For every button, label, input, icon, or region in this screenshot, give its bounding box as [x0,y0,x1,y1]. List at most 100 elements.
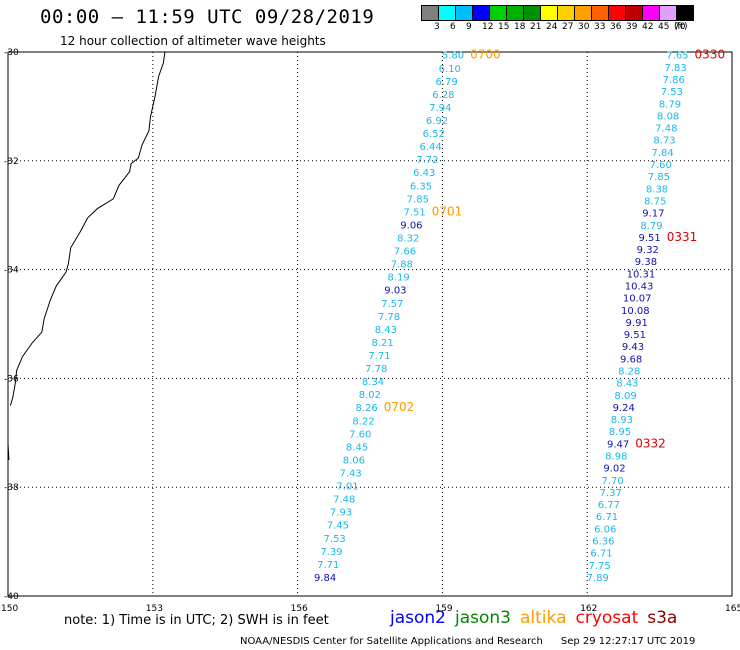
wave-height-label: 7.43 [340,469,362,480]
wave-height-label: 8.79 [640,221,662,232]
legend-jason2: jason2 [390,608,446,628]
wave-height-label: 7.51 [403,207,425,218]
wave-height-label: 9.47 [607,439,629,450]
pass-time-label: 0331 [667,230,698,244]
wave-height-label: 7.57 [381,299,403,310]
scale-label: 42 [642,22,654,32]
scale-label: 15 [498,22,510,32]
scale-label: 21 [530,22,542,32]
title: 00:00 – 11:59 UTC 09/28/2019 [40,6,375,28]
wave-height-label: 7.71 [368,351,390,362]
wave-height-label: 9.17 [642,209,664,220]
wave-height-label: 7.72 [416,155,438,166]
credit-text: NOAA/NESDIS Center for Satellite Applica… [240,636,543,647]
wave-height-label: 10.07 [623,294,652,305]
pass-time-label: 0330 [695,48,726,62]
scale-label: 3 [434,22,440,32]
lon-label: 156 [291,604,308,614]
wave-height-label: 8.19 [387,273,409,284]
pass-time-label: 0702 [384,400,415,414]
legend-s3a: s3a [647,608,678,628]
wave-height-label: 7.71 [317,560,339,571]
scale-label: 18 [514,22,526,32]
altimeter-tracks: 5.80 6.10 6.79 6.28 7.94 6.92 6.52 6.44 7.72 6.43… [314,48,725,584]
wave-height-label: 9.38 [635,257,657,268]
wave-height-label: 8.06 [343,455,365,466]
scale-label: 45 [658,22,670,32]
wave-height-label: 7.83 [664,63,686,74]
wave-height-label: 7.70 [601,476,623,487]
wave-height-label: 7.88 [391,260,413,271]
coastline-path [9,51,166,406]
wave-height-label: 7.01 [336,482,358,493]
wave-height-label: 7.60 [650,160,672,171]
wave-height-label: 6.36 [592,537,614,548]
scale-unit: (ft) [674,22,688,32]
wave-height-label: 7.48 [655,124,677,135]
wave-height-label: 6.71 [596,512,618,523]
lon-label: 153 [146,604,163,614]
wave-height-label: 10.31 [627,269,656,280]
wave-height-label: 7.84 [651,148,673,159]
wave-height-label: 6.44 [419,142,441,153]
wave-height-label: 9.03 [384,286,406,297]
coastline [7,51,166,461]
wave-height-label: 7.94 [429,103,451,114]
wave-height-label: 8.73 [653,136,675,147]
wave-height-label: 8.98 [605,452,627,463]
wave-height-label: 9.43 [622,342,644,353]
wave-height-label: 9.32 [637,245,659,256]
legend-jason3: jason3 [455,608,511,628]
subtitle: 12 hour collection of altimeter wave hei… [60,34,326,48]
wave-height-label: 8.43 [375,325,397,336]
coastline-fragment [7,443,10,461]
pass-time-label: 0332 [635,436,666,450]
scale-label: 9 [466,22,472,32]
wave-height-label: 7.86 [663,75,685,86]
lon-label: 159 [435,604,452,614]
scale-label: 33 [594,22,606,32]
wave-height-label: 8.02 [359,390,381,401]
wave-height-label: 7.78 [365,364,387,375]
wave-height-label: 7.85 [648,172,670,183]
wave-height-label: 9.91 [626,318,648,329]
wave-height-label: 8.21 [372,338,394,349]
scale-label: 70 [674,22,686,32]
satellite-legend: jason2 jason3 altika cryosat s3a [390,608,686,628]
lat-label: -36 [4,374,19,384]
wave-height-label: 8.93 [611,415,633,426]
wave-height-label: 7.65 [666,51,688,62]
wave-height-label: 6.71 [590,549,612,560]
axis-labels: -30 -32 -34 -36 -38 -40 150 153 156 159 162 165 [1,48,740,614]
lat-label: -34 [4,266,19,276]
timestamp: Sep 29 12:27:17 UTC 2019 [560,636,696,647]
wave-height-label: 10.43 [625,281,654,292]
wave-height-label: 10.08 [621,306,650,317]
lat-label: -40 [4,592,19,602]
map-frame [7,51,733,597]
wave-height-label: 8.38 [646,184,668,195]
track-cryosat: 7.657.837.867.53 8.79 8.08 7.488.737.847.60… [587,48,725,584]
wave-height-label: 6.06 [594,524,616,535]
wave-height-label: 8.32 [397,234,419,245]
scale-label: 6 [450,22,456,32]
wave-height-label: 7.53 [661,87,683,98]
legend-altika: altika [520,608,567,628]
color-scale [421,5,694,21]
wave-height-label: 7.39 [320,547,342,558]
wave-height-label: 7.89 [587,573,609,584]
wave-height-label: 8.26 [356,403,378,414]
lon-label: 165 [725,604,740,614]
wave-height-label: 9.84 [314,573,336,584]
track-altika: 5.80 6.10 6.79 6.28 7.94 6.92 6.52 6.44 7.72 6.43… [314,48,501,584]
scale-label: 30 [578,22,590,32]
wave-height-label: 8.34 [362,377,384,388]
scale-label: 24 [546,22,558,32]
wave-height-label: 6.77 [598,500,620,511]
wave-height-label: 6.52 [423,129,445,140]
wave-height-label: 8.08 [657,111,679,122]
scale-label: 27 [562,22,574,32]
wave-height-label: 7.93 [330,508,352,519]
legend-cryosat: cryosat [575,608,639,628]
